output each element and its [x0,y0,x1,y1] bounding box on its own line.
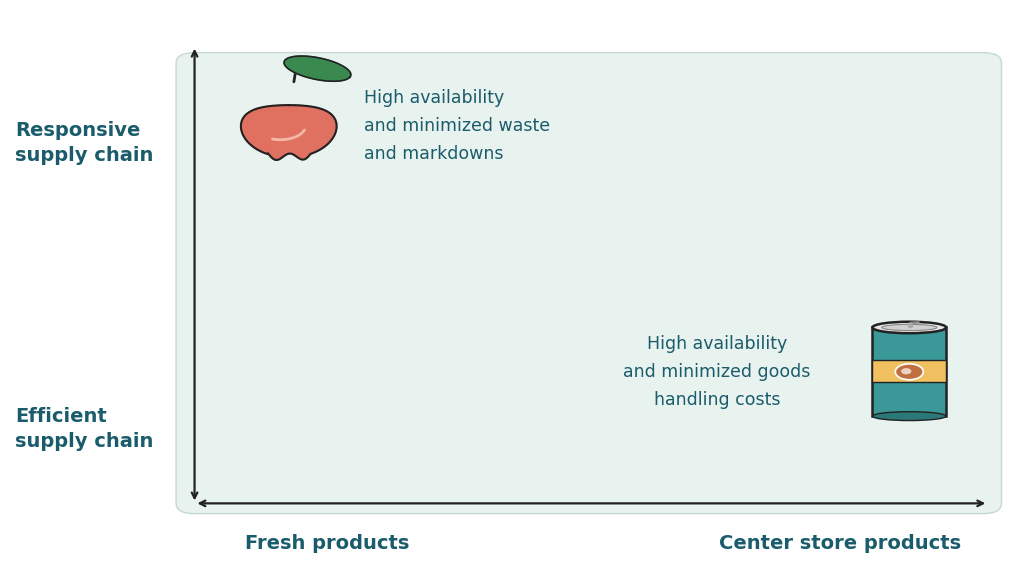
Polygon shape [284,56,351,81]
FancyBboxPatch shape [176,53,1001,514]
Text: Efficient
supply chain: Efficient supply chain [15,407,154,451]
Text: High availability
and minimized waste
and markdowns: High availability and minimized waste an… [364,89,550,162]
Ellipse shape [895,364,924,380]
Bar [872,360,946,382]
Ellipse shape [872,412,946,420]
Ellipse shape [872,321,946,333]
Text: Responsive
supply chain: Responsive supply chain [15,121,154,165]
Bar [872,327,946,416]
Text: Center store products: Center store products [719,534,961,553]
Ellipse shape [882,324,937,331]
Text: Fresh products: Fresh products [246,534,410,553]
Polygon shape [241,105,337,160]
Ellipse shape [901,368,911,374]
Text: High availability
and minimized goods
handling costs: High availability and minimized goods ha… [624,335,810,408]
